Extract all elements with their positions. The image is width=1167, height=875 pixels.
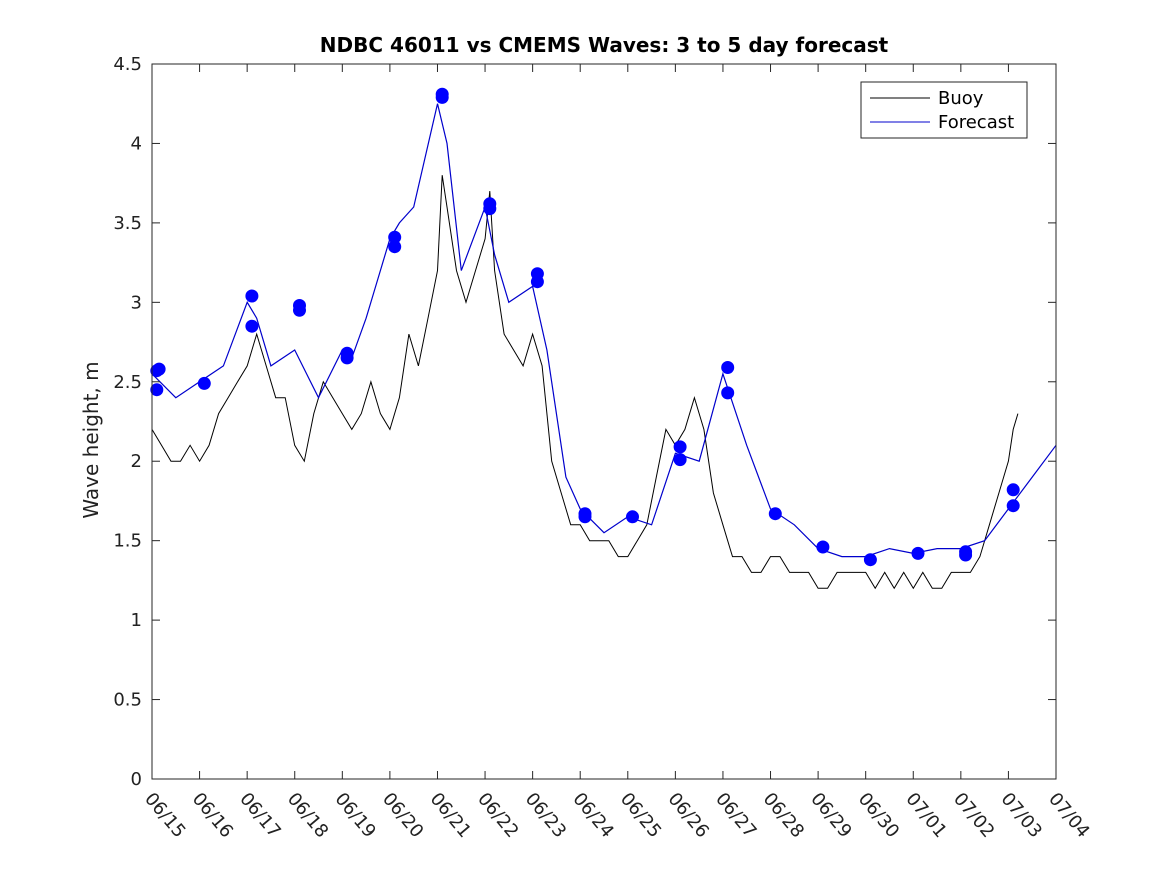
y-tick-label: 0.5 (113, 690, 142, 711)
forecast-marker (435, 90, 449, 104)
forecast-series (151, 103, 1057, 558)
forecast-marker (721, 361, 735, 374)
x-tick-label: 06/22 (473, 789, 522, 842)
y-axis-ticks: 0 0.5 1 1.5 2 2.5 3 3.5 4 4.5 (113, 54, 1056, 790)
y-tick-label: 4.5 (113, 54, 142, 75)
x-tick-label: 06/27 (711, 789, 760, 842)
x-tick-label: 06/16 (188, 789, 237, 842)
forecast-marker (959, 548, 973, 562)
x-tick-label: 06/23 (521, 789, 570, 842)
forecast-marker (483, 202, 497, 216)
legend-box (860, 81, 1028, 139)
y-tick-label: 0 (131, 769, 142, 790)
forecast-marker (293, 303, 306, 317)
x-tick-label: 06/26 (664, 789, 713, 842)
forecast-marker (150, 383, 164, 397)
x-tick-label: 06/29 (806, 789, 855, 842)
forecast-marker (1006, 499, 1020, 513)
forecast-marker (530, 275, 544, 289)
plot-border (151, 63, 1057, 780)
y-tick-label: 2 (131, 451, 142, 472)
forecast-marker (721, 386, 735, 400)
forecast-marker (388, 240, 402, 254)
x-tick-label: 07/01 (901, 789, 950, 842)
legend: Buoy Forecast (860, 81, 1028, 139)
y-tick-label: 1.5 (113, 531, 142, 552)
x-tick-label: 07/02 (949, 789, 998, 842)
x-tick-label: 07/04 (1044, 789, 1093, 842)
x-tick-label: 06/19 (330, 789, 379, 842)
plot-area (152, 64, 1056, 779)
buoy-series (151, 175, 1019, 590)
forecast-marker (626, 510, 639, 524)
forecast-marker (1006, 483, 1020, 497)
y-axis-label: Wave height, m (79, 361, 103, 518)
legend-buoy-label: Buoy (938, 88, 984, 109)
forecast-marker (152, 362, 166, 376)
y-tick-label: 2.5 (113, 372, 142, 393)
y-tick-label: 3.5 (113, 213, 142, 234)
x-tick-label: 06/24 (568, 789, 617, 842)
y-tick-label: 3 (131, 292, 142, 313)
x-tick-label: 06/28 (759, 789, 808, 842)
forecast-markers (150, 87, 1020, 567)
forecast-marker (245, 289, 259, 303)
x-tick-label: 06/30 (854, 789, 903, 842)
forecast-line (151, 103, 1057, 558)
chart-title: NDBC 46011 vs CMEMS Waves: 3 to 5 day fo… (320, 33, 889, 57)
forecast-marker (578, 510, 592, 524)
x-tick-label: 06/18 (283, 789, 332, 842)
x-tick-label: 06/20 (378, 789, 427, 842)
x-tick-label: 06/25 (616, 789, 665, 842)
forecast-marker (673, 453, 687, 467)
forecast-marker (673, 440, 687, 454)
forecast-marker (768, 507, 782, 521)
forecast-marker (911, 546, 925, 560)
x-tick-label: 06/17 (235, 789, 284, 842)
forecast-marker (197, 376, 211, 390)
forecast-marker (863, 553, 877, 567)
y-tick-label: 4 (131, 133, 142, 154)
forecast-marker (245, 319, 259, 333)
forecast-marker (340, 351, 354, 365)
x-tick-label: 06/21 (426, 789, 475, 842)
buoy-line (151, 175, 1019, 590)
y-tick-label: 1 (131, 610, 142, 631)
x-tick-label: 07/03 (997, 789, 1046, 842)
x-tick-label: 06/15 (140, 789, 189, 842)
legend-forecast-label: Forecast (938, 112, 1014, 133)
forecast-marker (816, 540, 830, 554)
